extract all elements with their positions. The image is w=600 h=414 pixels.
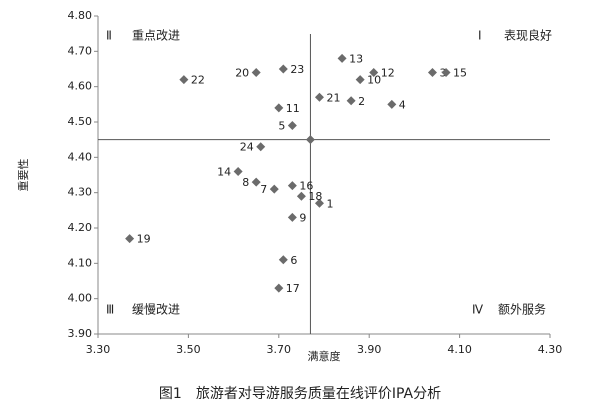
point <box>305 135 315 145</box>
point <box>314 198 324 208</box>
point-label: 11 <box>286 102 300 115</box>
point <box>251 177 261 187</box>
quadrant-label: 表现良好 <box>504 28 552 43</box>
x-tick-label: 4.30 <box>538 343 563 356</box>
x-tick-label: 3.30 <box>86 343 111 356</box>
point-label: 12 <box>381 67 395 80</box>
quadrant-numeral: Ⅰ <box>478 29 482 43</box>
y-axis-label: 重要性 <box>16 159 30 192</box>
quadrant-label: 额外服务 <box>498 302 546 317</box>
quadrant-numeral: Ⅳ <box>472 303 483 317</box>
point-label: 17 <box>286 282 300 295</box>
point-label: 23 <box>290 63 304 76</box>
point-label: 20 <box>235 67 249 80</box>
y-tick-label: 4.00 <box>68 292 93 305</box>
y-tick-label: 4.10 <box>68 256 93 269</box>
point-label: 4 <box>399 98 406 111</box>
point <box>274 103 284 113</box>
point-label: 14 <box>217 165 231 178</box>
x-axis-label: 满意度 <box>308 349 341 363</box>
y-tick-label: 4.60 <box>68 80 93 93</box>
point <box>287 181 297 191</box>
point <box>256 142 266 152</box>
point-label: 8 <box>242 176 249 189</box>
point-label: 13 <box>349 52 363 65</box>
y-tick-label: 4.30 <box>68 186 93 199</box>
y-tick-label: 4.20 <box>68 221 93 234</box>
point-label: 18 <box>308 190 322 203</box>
point <box>251 68 261 78</box>
point <box>179 75 189 85</box>
x-tick-label: 4.10 <box>447 343 472 356</box>
point-label: 5 <box>278 120 285 133</box>
point-label: 15 <box>453 67 467 80</box>
y-tick-label: 4.70 <box>68 44 93 57</box>
point <box>296 191 306 201</box>
point <box>287 212 297 222</box>
point <box>369 68 379 78</box>
x-tick-label: 3.50 <box>176 343 201 356</box>
point <box>278 255 288 265</box>
point-label: 7 <box>260 183 267 196</box>
y-tick-label: 3.90 <box>68 327 93 340</box>
x-tick-label: 3.90 <box>357 343 382 356</box>
quadrant-label: 缓慢改进 <box>132 303 180 317</box>
point <box>274 283 284 293</box>
point <box>269 184 279 194</box>
point-label: 6 <box>290 254 297 267</box>
point <box>278 64 288 74</box>
y-tick-label: 4.50 <box>68 115 93 128</box>
point-label: 2 <box>358 95 365 108</box>
point <box>337 53 347 63</box>
point <box>125 234 135 244</box>
y-tick-label: 4.80 <box>68 9 93 22</box>
point <box>287 121 297 131</box>
point <box>441 68 451 78</box>
quadrant-label: 重点改进 <box>132 29 180 43</box>
point <box>355 75 365 85</box>
x-tick-label: 3.70 <box>267 343 292 356</box>
point-label: 19 <box>137 233 151 246</box>
point-label: 21 <box>326 91 340 104</box>
point-label: 9 <box>299 211 306 224</box>
point <box>387 99 397 109</box>
point <box>314 92 324 102</box>
point-label: 24 <box>240 141 254 154</box>
caption: 图1 旅游者对导游服务质量在线评价IPA分析 <box>159 386 441 402</box>
point-label: 22 <box>191 74 205 87</box>
quadrant-numeral: Ⅱ <box>106 29 112 43</box>
point <box>427 68 437 78</box>
point-label: 1 <box>326 197 333 210</box>
point-label: 16 <box>299 180 313 193</box>
quadrant-numeral: Ⅲ <box>106 303 114 317</box>
point <box>346 96 356 106</box>
point-label: 10 <box>367 74 381 87</box>
y-tick-label: 4.40 <box>68 150 93 163</box>
point <box>233 166 243 176</box>
